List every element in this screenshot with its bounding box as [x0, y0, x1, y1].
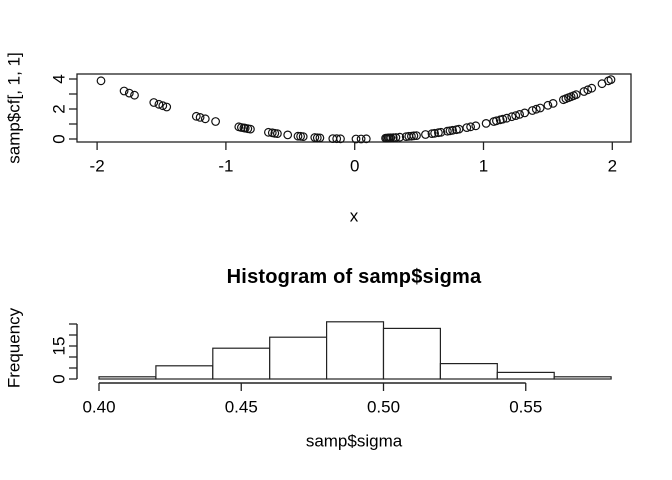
scatter-point	[158, 101, 168, 111]
scatter-point	[528, 106, 537, 115]
histogram-x-tick-label: 0.50	[367, 398, 400, 417]
scatter-point	[154, 99, 164, 109]
scatter-point	[535, 103, 545, 113]
scatter-point	[471, 121, 481, 131]
scatter-point	[273, 129, 282, 139]
scatter-point	[200, 114, 210, 124]
histogram-y-tick-label: 15	[50, 337, 69, 356]
scatter-x-tick-label: 2	[608, 157, 617, 176]
histogram-x-tick-label: 0.45	[225, 398, 258, 417]
scatter-point	[395, 132, 405, 142]
histogram-bar	[98, 376, 157, 380]
scatter-point	[336, 134, 345, 144]
scatter-point	[96, 76, 106, 86]
histogram-y-axis-label: Frequency	[4, 307, 24, 389]
scatter-x-tick-label: 1	[479, 157, 488, 176]
histogram-bar	[496, 371, 555, 380]
scatter-point	[412, 131, 421, 141]
scatter-point	[606, 75, 616, 84]
scatter-point	[130, 90, 139, 100]
scatter-point	[515, 109, 524, 119]
scatter-point	[211, 117, 221, 126]
histogram-x-axis-label: samp$sigma	[305, 431, 403, 451]
scatter-point	[520, 108, 530, 118]
scatter-point	[448, 125, 458, 135]
scatter-point	[312, 133, 322, 143]
scatter-point	[315, 133, 325, 143]
scatter-point	[386, 133, 396, 143]
scatter-point	[391, 133, 401, 142]
scatter-y-tick-label: 2	[50, 104, 69, 113]
scatter-point	[388, 133, 398, 143]
histogram-bar	[212, 347, 271, 380]
scatter-point	[430, 128, 440, 138]
scatter-point	[548, 98, 558, 108]
scatter-point	[502, 113, 512, 123]
histogram-bar	[326, 321, 385, 380]
scatter-point	[162, 102, 172, 112]
scatter-point	[571, 90, 581, 99]
scatter-point	[356, 134, 366, 144]
scatter-point	[409, 131, 419, 141]
histogram-bar	[439, 363, 498, 380]
scatter-point	[361, 134, 371, 144]
scatter-point	[245, 124, 255, 134]
scatter-point	[149, 98, 159, 107]
scatter-point	[511, 111, 521, 120]
histogram-bar	[155, 365, 214, 380]
histogram-x-tick-label: 0.55	[509, 398, 542, 417]
histogram-bar	[553, 376, 612, 380]
scatter-x-tick-label: 0	[350, 157, 359, 176]
scatter-point	[583, 85, 593, 95]
scatter-point	[481, 118, 491, 128]
scatter-x-tick-label: -2	[90, 157, 105, 176]
scatter-point	[298, 132, 308, 142]
scatter-point	[124, 88, 134, 98]
scatter-point	[436, 127, 446, 137]
scatter-point	[587, 83, 597, 93]
scatter-point	[191, 111, 201, 121]
scatter-point	[351, 134, 361, 144]
scatter-point	[543, 100, 553, 110]
histogram-bar	[382, 327, 442, 380]
scatter-point	[195, 112, 205, 122]
scatter-point	[531, 104, 541, 114]
scatter-x-axis-label: x	[349, 206, 359, 226]
scatter-point	[498, 114, 508, 124]
scatter-point	[492, 116, 501, 126]
scatter-point	[293, 131, 303, 141]
scatter-y-tick-label: 4	[50, 74, 69, 83]
scatter-x-tick-label: -1	[218, 157, 233, 176]
scatter-point	[283, 130, 293, 140]
scatter-point	[421, 130, 430, 139]
histogram-title: Histogram of samp$sigma	[226, 266, 482, 288]
histogram-y-tick-label: 0	[50, 374, 69, 383]
scatter-point	[119, 86, 129, 96]
histogram-bar	[269, 336, 328, 380]
histogram-x-tick-label: 0.40	[82, 398, 115, 417]
scatter-point	[332, 134, 342, 144]
scatter-y-tick-label: 0	[50, 134, 69, 143]
scatter-point	[264, 127, 273, 137]
scatter-point	[507, 112, 517, 122]
scatter-point	[466, 122, 476, 132]
scatter-y-axis-label: samp$cf[, 1, 1]	[4, 52, 24, 164]
scatter-point	[462, 123, 472, 132]
